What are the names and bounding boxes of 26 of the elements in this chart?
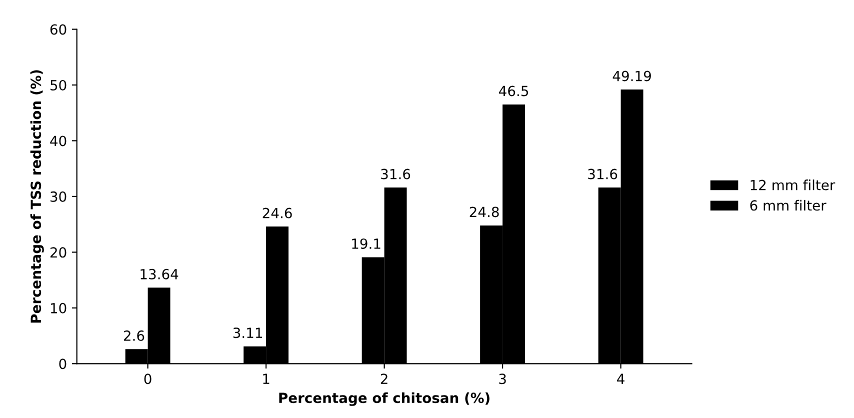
y-tick-label: 10: [50, 302, 66, 314]
data-label: 31.6: [588, 168, 618, 180]
y-axis-title: Percentage of TSS reduction (%): [30, 70, 44, 323]
y-tick-label: 60: [50, 24, 66, 35]
data-label: 3.11: [233, 328, 262, 338]
x-tick-label: 2: [380, 374, 388, 384]
x-tick-label: 4: [617, 374, 624, 384]
y-tick-label: 30: [50, 191, 66, 202]
y-tick-label: 50: [50, 80, 66, 90]
x-tick-label: 0: [144, 374, 152, 384]
data-label: 2.6: [124, 330, 144, 341]
data-label: 31.6: [381, 168, 410, 180]
data-label: 19.1: [352, 238, 380, 249]
legend-label: 12 mm filter: [750, 180, 836, 190]
x-axis-title: Percentage of chitosan (%): [279, 392, 490, 406]
data-label: 46.5: [498, 86, 528, 96]
data-label: 49.19: [612, 70, 651, 82]
data-label: 24.8: [470, 206, 499, 218]
x-tick-label: 1: [263, 374, 270, 384]
y-tick-label: 40: [50, 136, 66, 146]
data-label: 13.64: [140, 268, 178, 280]
y-tick-label: 20: [50, 247, 66, 258]
x-tick-label: 3: [499, 374, 506, 384]
y-tick-label: 0: [59, 358, 66, 370]
data-label: 24.6: [262, 208, 292, 218]
legend-label: 6 mm filter: [750, 200, 826, 211]
